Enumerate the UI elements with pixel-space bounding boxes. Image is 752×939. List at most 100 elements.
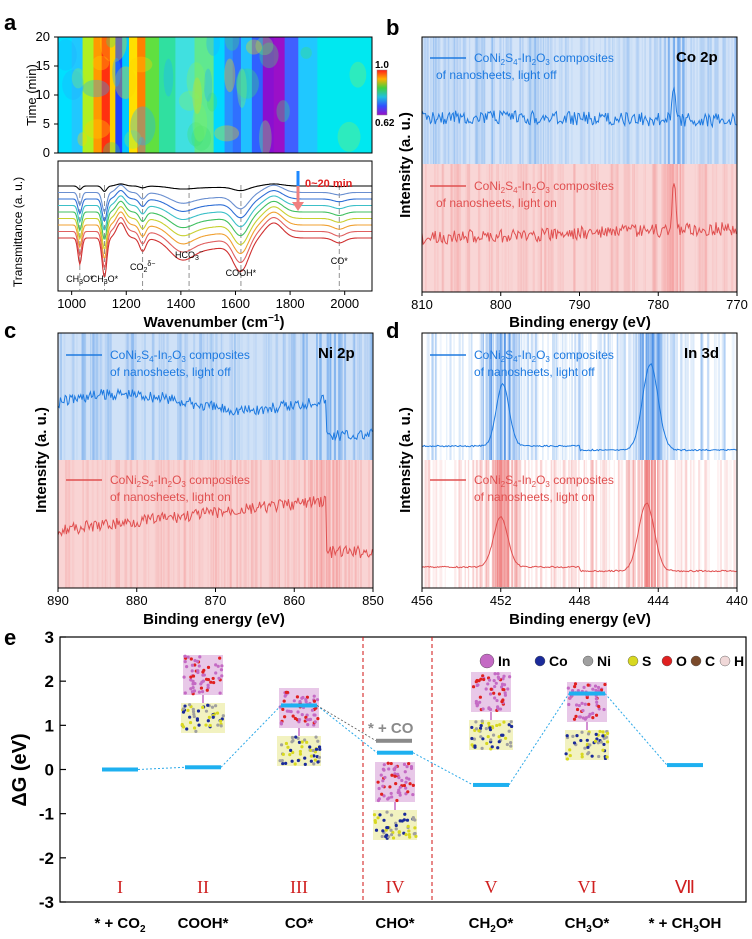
spectral-stripe	[708, 460, 710, 588]
atom	[492, 691, 496, 695]
spectral-stripe	[64, 460, 68, 588]
structure-model	[564, 682, 610, 761]
spectral-stripe	[565, 333, 568, 460]
spectral-stripe	[613, 37, 615, 164]
heatmap-blob	[192, 77, 202, 115]
heatmap-blob	[206, 37, 220, 56]
spectral-stripe	[256, 460, 258, 588]
atom	[190, 669, 194, 673]
atom	[470, 725, 474, 730]
panel-e-ylabel: ΔG (eV)	[9, 733, 31, 806]
atom	[487, 678, 492, 682]
spectral-stripe	[510, 333, 512, 460]
atom	[586, 745, 590, 749]
atom	[313, 713, 317, 717]
spectral-stripe	[199, 333, 202, 460]
atom	[490, 745, 494, 749]
spectral-stripe	[517, 333, 520, 460]
spectral-stripe	[423, 37, 426, 164]
spectral-stripe	[724, 37, 727, 164]
spectral-stripe	[439, 37, 441, 164]
spectral-stripe	[434, 164, 436, 292]
spectral-stripe	[697, 164, 699, 292]
spectral-stripe	[534, 37, 536, 164]
spectral-stripe	[701, 164, 704, 292]
atom	[287, 709, 291, 713]
energy-connector	[412, 752, 474, 786]
spectral-stripe	[276, 460, 279, 588]
heatmap-blob	[114, 66, 137, 99]
peak-stripe	[513, 333, 515, 460]
spectral-stripe	[185, 460, 187, 588]
atom	[570, 688, 575, 693]
spectral-stripe	[367, 333, 369, 460]
spectral-stripe	[531, 333, 533, 460]
spectral-stripe	[293, 460, 297, 588]
spectral-stripe	[602, 333, 605, 460]
spectral-stripe	[353, 333, 356, 460]
spectrum-series	[58, 216, 372, 268]
spectral-stripe	[303, 460, 306, 588]
spectral-stripe	[522, 37, 523, 164]
spectral-stripe	[215, 460, 217, 588]
spectral-stripe	[269, 333, 271, 460]
peak-stripe	[501, 333, 503, 460]
spectral-stripe	[670, 333, 671, 460]
spectral-stripe	[492, 37, 494, 164]
spectral-stripe	[579, 37, 582, 164]
peak-stripe	[505, 460, 507, 587]
spectral-stripe	[533, 37, 536, 164]
spectral-stripe	[518, 333, 520, 460]
atom	[201, 673, 205, 677]
co-desorbed-level: * + CO	[368, 720, 414, 743]
atom	[507, 729, 511, 733]
spectral-stripe	[424, 460, 427, 588]
spectral-stripe	[621, 460, 624, 588]
spectrum-light-on	[422, 183, 737, 246]
peak-stripe	[517, 460, 519, 587]
spectral-stripe	[717, 37, 719, 164]
spectral-stripe	[610, 164, 613, 292]
spectral-stripe	[475, 37, 478, 164]
spectral-stripe	[637, 37, 640, 164]
peak-stripe	[665, 460, 667, 587]
spectral-stripe	[344, 333, 347, 460]
peak-stripe	[630, 460, 632, 587]
spectral-stripe	[723, 333, 726, 460]
peak-stripe	[654, 460, 656, 587]
atom	[220, 674, 224, 678]
atom	[300, 696, 304, 700]
spectral-stripe	[556, 333, 558, 460]
spectral-stripe	[91, 460, 94, 588]
atom	[190, 690, 195, 694]
spectral-stripe	[605, 460, 608, 588]
spectral-stripe	[316, 333, 318, 460]
peak-stripe	[628, 460, 630, 587]
atom	[596, 685, 601, 690]
spectral-stripe	[351, 460, 353, 588]
spectral-stripe	[323, 460, 325, 588]
heatmap-blob	[237, 68, 247, 109]
spectral-stripe	[193, 460, 195, 588]
atom	[208, 723, 212, 728]
spectral-stripe	[507, 333, 509, 460]
spectral-stripe	[621, 333, 624, 460]
xtick-label: 780	[647, 297, 669, 312]
atom	[397, 833, 401, 837]
spectral-stripe	[571, 333, 573, 460]
atom	[300, 740, 304, 744]
spectral-stripe	[664, 333, 666, 460]
spectral-stripe	[616, 164, 619, 292]
spectral-stripe	[83, 333, 86, 460]
atom	[492, 678, 496, 683]
energy-level	[102, 767, 138, 772]
spectral-stripe	[510, 37, 513, 164]
spectral-stripe	[491, 37, 494, 164]
peak-stripe	[509, 333, 511, 460]
spectral-stripe	[488, 333, 491, 460]
spectral-stripe	[221, 460, 224, 588]
heatmap-column	[273, 37, 286, 153]
spectral-stripe	[212, 333, 214, 460]
atom	[488, 707, 493, 712]
